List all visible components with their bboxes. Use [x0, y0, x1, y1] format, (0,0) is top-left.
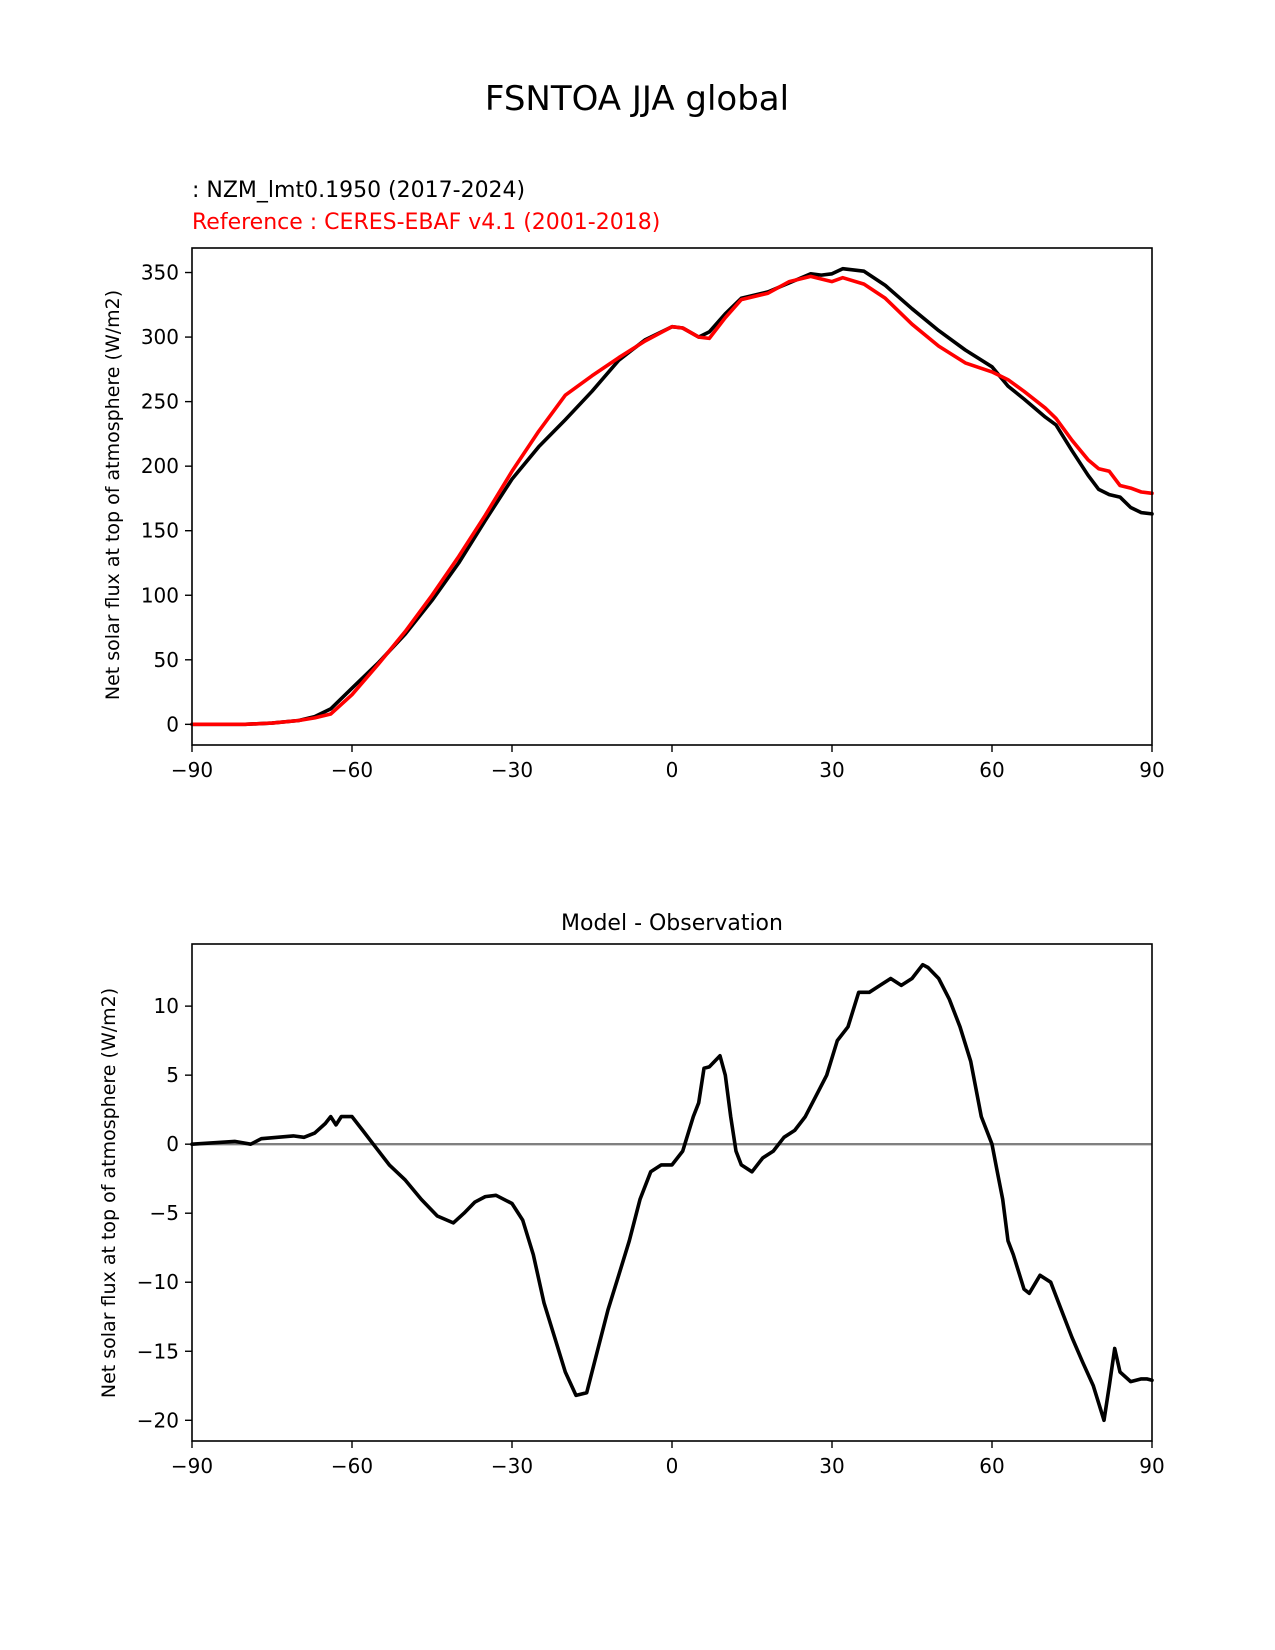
x-tick-label: −30 [491, 1454, 533, 1478]
y-tick-label: 300 [141, 325, 179, 349]
y-tick-label: −15 [137, 1339, 179, 1363]
y-tick-label: 150 [141, 519, 179, 543]
y-tick-label: 200 [141, 454, 179, 478]
difference-title: Model - Observation [561, 911, 783, 936]
reference-label: Reference : CERES-EBAF v4.1 (2001-2018) [192, 210, 660, 235]
x-tick-label: 0 [666, 1454, 679, 1478]
x-tick-label: 30 [819, 758, 844, 782]
y-tick-label: 250 [141, 390, 179, 414]
y-tick-label: 0 [166, 1132, 179, 1156]
y-tick-label: 0 [166, 712, 179, 736]
y-tick-label: 50 [154, 648, 179, 672]
y-tick-label: −5 [150, 1201, 179, 1225]
x-tick-label: 90 [1139, 1454, 1164, 1478]
y-tick-label: 10 [154, 994, 179, 1018]
y-tick-label: −10 [137, 1270, 179, 1294]
top-panel: : NZM_lmt0.1950 (2017-2024) Reference : … [102, 178, 1165, 782]
x-tick-label: −60 [331, 1454, 373, 1478]
figure-title: FSNTOA JJA global [485, 79, 789, 119]
y-tick-label: 100 [141, 583, 179, 607]
y-tick-label: −20 [137, 1408, 179, 1432]
x-tick-label: 60 [979, 1454, 1004, 1478]
top-axis-ticks: −90 −60 −30 0 30 60 90 0 50 100 150 200 250 300 350 [141, 261, 1165, 782]
bottom-panel: Model - Observation Net solar flux at to… [98, 911, 1165, 1478]
y-tick-label: 350 [141, 261, 179, 285]
series-line-difference [190, 962, 1154, 1423]
top-ylabel: Net solar flux at top of atmosphere (W/m… [102, 290, 124, 700]
top-plot-frame [191, 247, 1153, 746]
x-tick-label: 0 [666, 758, 679, 782]
series-line-model [190, 266, 1154, 727]
x-tick-label: −90 [171, 1454, 213, 1478]
bottom-series-group [190, 962, 1154, 1423]
x-tick-label: −60 [331, 758, 373, 782]
x-tick-label: −30 [491, 758, 533, 782]
x-tick-label: −90 [171, 758, 213, 782]
bottom-axis-ticks: −90 −60 −30 0 30 60 90 −20 −15 −10 −5 0 5 10 [137, 994, 1165, 1478]
x-tick-label: 60 [979, 758, 1004, 782]
bottom-ylabel: Net solar flux at top of atmosphere (W/m… [98, 988, 120, 1398]
top-series-group [190, 266, 1154, 727]
bottom-plot-frame [191, 943, 1153, 1442]
x-tick-label: 90 [1139, 758, 1164, 782]
series-line-reference [190, 274, 1154, 727]
y-tick-label: 5 [166, 1063, 179, 1087]
test-case-label: : NZM_lmt0.1950 (2017-2024) [192, 178, 525, 203]
x-tick-label: 30 [819, 1454, 844, 1478]
